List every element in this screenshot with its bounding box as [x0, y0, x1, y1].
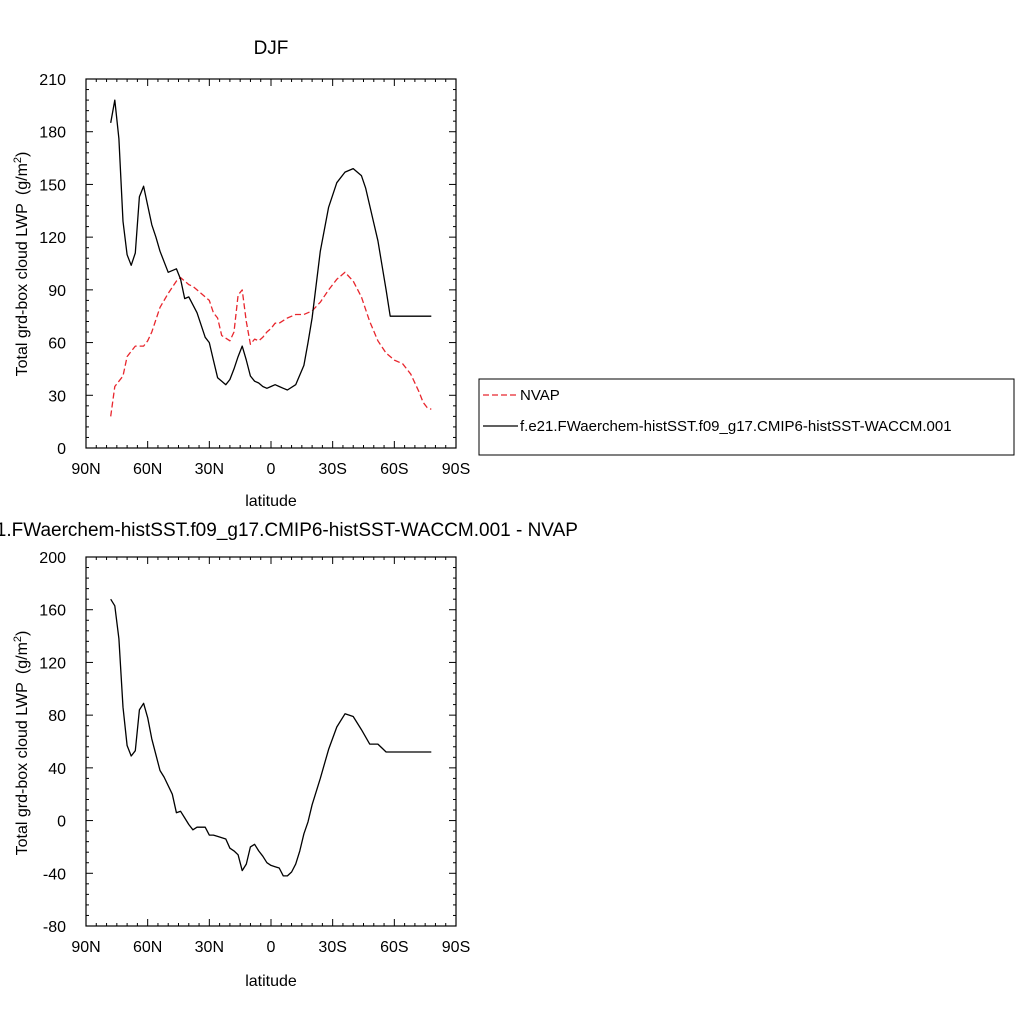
bottom-axis-ticks: 90N 60N 30N 0 30S 60S 90S -80 -40 0 40 80 120 160 200 — [39, 550, 470, 956]
top-x-tick-label: 90N — [71, 461, 100, 478]
bottom-x-tick-label: 90S — [442, 939, 470, 956]
bottom-y-tick-label: 200 — [39, 550, 66, 567]
bottom-y-axis-label-text: Total grd-box cloud LWP — [14, 683, 31, 856]
bottom-series-group — [110, 598, 432, 877]
top-y-axis-label-text: Total grd-box cloud LWP — [14, 204, 31, 377]
bottom-y-axis-label: Total grd-box cloud LWP (g/m2) — [12, 631, 31, 856]
bottom-y-axis-unit-sup: 2 — [12, 636, 24, 642]
bottom-chart-title: f.e21.FWaerchem-histSST.f09_g17.CMIP6-hi… — [0, 520, 578, 541]
bottom-x-tick-label: 0 — [267, 939, 276, 956]
bottom-plot-frame — [85, 556, 457, 927]
legend-label-model: f.e21.FWaerchem-histSST.f09_g17.CMIP6-hi… — [520, 418, 952, 435]
top-chart-title: DJF — [254, 38, 289, 59]
top-y-tick-label: 180 — [39, 125, 66, 142]
top-y-axis-unit-sup: 2 — [12, 157, 24, 163]
top-y-tick-label: 120 — [39, 230, 66, 247]
top-x-tick-label: 90S — [442, 461, 470, 478]
top-y-tick-label: 210 — [39, 72, 66, 89]
top-y-tick-label: 0 — [57, 441, 66, 458]
top-panel: DJF 90N 60N 30N 0 30S 60S 90S 0 30 60 90 120 150 180 2… — [12, 38, 1015, 510]
bottom-y-tick-label: 160 — [39, 603, 66, 620]
bottom-x-tick-label: 30S — [318, 939, 346, 956]
top-series-line-1 — [110, 99, 432, 391]
top-y-tick-label: 60 — [48, 336, 66, 353]
top-y-tick-label: 30 — [48, 388, 66, 405]
top-axis-ticks: 90N 60N 30N 0 30S 60S 90S 0 30 60 90 120 150 180 210 — [39, 72, 470, 478]
bottom-x-axis-label: latitude — [245, 973, 297, 990]
legend: NVAP f.e21.FWaerchem-histSST.f09_g17.CMI… — [478, 378, 1015, 456]
bottom-x-tick-label: 60N — [133, 939, 162, 956]
bottom-y-tick-label: -40 — [43, 866, 66, 883]
top-x-tick-label: 0 — [267, 461, 276, 478]
legend-box — [478, 378, 1015, 456]
top-series-group — [110, 99, 432, 417]
top-y-tick-label: 150 — [39, 177, 66, 194]
bottom-series-line-0 — [110, 598, 432, 877]
top-x-tick-label: 30N — [195, 461, 224, 478]
bottom-y-tick-label: 0 — [57, 814, 66, 831]
top-plot-frame — [85, 78, 457, 449]
top-x-tick-label: 30S — [318, 461, 346, 478]
top-y-axis-unit: (g/m — [14, 163, 31, 195]
top-y-tick-label: 90 — [48, 283, 66, 300]
top-y-axis-unit-close: ) — [14, 152, 31, 157]
top-x-tick-label: 60N — [133, 461, 162, 478]
legend-label-nvap: NVAP — [520, 387, 560, 404]
bottom-y-axis-unit: (g/m — [14, 642, 31, 674]
bottom-x-tick-label: 60S — [380, 939, 408, 956]
top-y-axis-label: Total grd-box cloud LWP (g/m2) — [12, 152, 31, 377]
top-series-line-0 — [110, 271, 432, 417]
bottom-x-tick-label: 90N — [71, 939, 100, 956]
top-x-tick-label: 60S — [380, 461, 408, 478]
bottom-y-tick-label: 80 — [48, 708, 66, 725]
bottom-x-tick-label: 30N — [195, 939, 224, 956]
top-plot-area — [85, 78, 457, 449]
top-x-axis-label: latitude — [245, 493, 297, 510]
bottom-y-tick-label: -80 — [43, 919, 66, 936]
bottom-plot-area — [85, 556, 457, 927]
bottom-y-axis-unit-close: ) — [14, 631, 31, 636]
bottom-y-tick-label: 40 — [48, 761, 66, 778]
bottom-panel: f.e21.FWaerchem-histSST.f09_g17.CMIP6-hi… — [0, 520, 578, 990]
bottom-y-tick-label: 120 — [39, 655, 66, 672]
